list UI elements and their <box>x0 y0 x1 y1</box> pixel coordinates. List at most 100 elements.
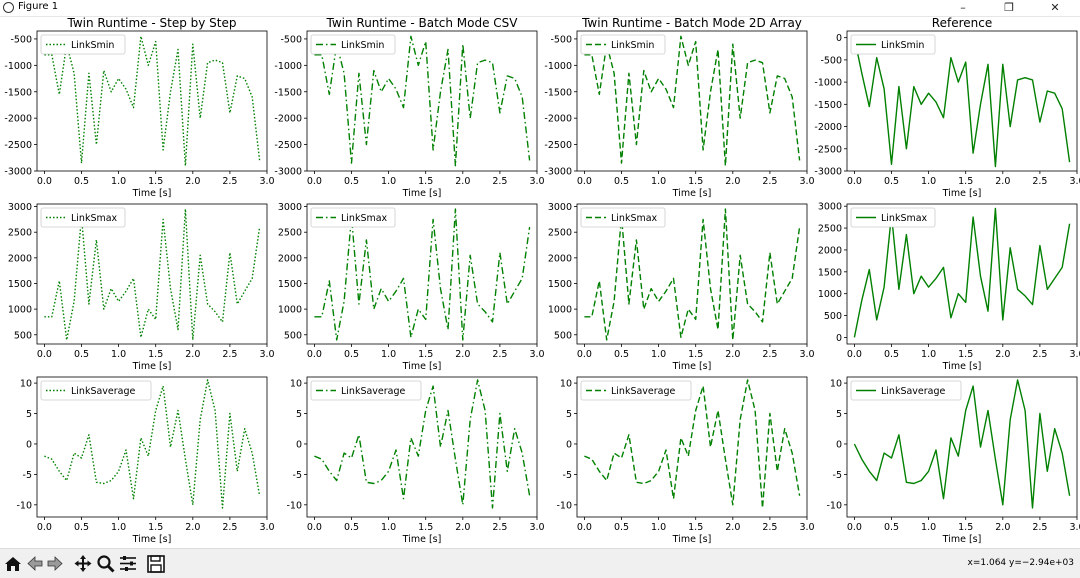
legend-label: LinkSmin <box>881 40 924 51</box>
legend-label: LinkSmin <box>611 40 654 51</box>
y-tick-label: -500 <box>820 55 842 66</box>
x-tick-label: 0.5 <box>884 349 899 360</box>
x-tick-label: 1.0 <box>921 522 936 533</box>
pan-icon[interactable] <box>72 553 94 574</box>
x-tick-label: 3.0 <box>799 522 814 533</box>
legend-box <box>40 34 126 55</box>
y-tick-label: 1000 <box>818 289 842 300</box>
y-tick-label: -1500 <box>274 87 302 98</box>
cursor-coordinates: x=1.064 y=−2.94e+03 <box>967 558 1074 568</box>
x-tick-label: 0.5 <box>884 522 899 533</box>
x-tick-label: 2.0 <box>455 522 470 533</box>
legend-label: LinkSmax <box>881 213 928 224</box>
legend-box <box>580 34 666 55</box>
x-tick-label: 1.0 <box>381 176 396 187</box>
forward-icon[interactable] <box>44 553 66 574</box>
x-tick-label: 1.0 <box>381 522 396 533</box>
y-tick-label: 2500 <box>548 228 572 239</box>
close-icon[interactable]: ✕ <box>1050 1 1060 14</box>
legend: LinkSaverage <box>310 380 422 401</box>
y-tick-label: -1000 <box>274 61 302 72</box>
x-tick-label: 0.0 <box>847 522 862 533</box>
x-tick-label: 2.0 <box>725 176 740 187</box>
y-tick-label: 0 <box>26 439 32 450</box>
legend-label: LinkSmax <box>71 213 118 224</box>
axes-frame <box>576 376 808 518</box>
x-axis-label: Time [s] <box>672 534 712 545</box>
y-tick-label: -5 <box>833 470 842 481</box>
zoom-icon[interactable] <box>95 553 117 574</box>
y-tick-label: 10 <box>290 379 302 390</box>
y-tick-label: -5 <box>293 470 302 481</box>
legend-label: LinkSaverage <box>611 386 676 397</box>
axes-frame <box>576 30 808 172</box>
legend-box <box>850 380 962 401</box>
x-axis-label: Time [s] <box>942 534 982 545</box>
axes-frame <box>846 376 1078 518</box>
x-tick-label: 2.0 <box>725 349 740 360</box>
x-tick-label: 1.5 <box>418 522 433 533</box>
axes-frame <box>306 203 538 345</box>
minimize-icon[interactable]: – <box>960 1 966 14</box>
series-line <box>314 35 531 167</box>
x-tick-label: 0.5 <box>614 176 629 187</box>
y-tick-label: 1500 <box>818 267 842 278</box>
x-tick-label: 0.0 <box>307 176 322 187</box>
legend: LinkSmax <box>580 207 666 228</box>
y-tick-label: 2500 <box>818 224 842 235</box>
x-tick-label: 3.0 <box>1069 522 1080 533</box>
y-tick-label: 2500 <box>8 228 32 239</box>
x-tick-label: 2.5 <box>492 522 507 533</box>
axes-frame <box>36 203 268 345</box>
x-axis-label: Time [s] <box>942 361 982 372</box>
back-icon[interactable] <box>24 553 46 574</box>
y-tick-label: -2000 <box>4 114 32 125</box>
title-bar: Figure 1 – ❐ ✕ <box>0 0 1080 17</box>
x-tick-label: 3.0 <box>259 349 274 360</box>
y-tick-label: 10 <box>830 379 842 390</box>
home-icon[interactable] <box>2 553 24 574</box>
y-tick-label: 0 <box>296 439 302 450</box>
x-tick-label: 1.5 <box>958 176 973 187</box>
x-axis-label: Time [s] <box>132 188 172 199</box>
x-tick-label: 0.0 <box>577 522 592 533</box>
x-tick-label: 1.5 <box>688 176 703 187</box>
x-tick-label: 1.0 <box>651 349 666 360</box>
x-tick-label: 1.0 <box>381 349 396 360</box>
y-tick-label: -2000 <box>814 122 842 133</box>
subplot-6: 0.0 0.5 1.0 1.5 2.0 2.5 3.0 500 1000 1500 2000 2500… <box>278 202 545 372</box>
legend-label: LinkSaverage <box>341 386 406 397</box>
x-tick-label: 2.5 <box>492 176 507 187</box>
x-tick-label: 2.5 <box>1032 522 1047 533</box>
y-tick-label: -1500 <box>814 100 842 111</box>
y-tick-label: 2000 <box>8 253 32 264</box>
x-tick-label: 3.0 <box>529 176 544 187</box>
legend: LinkSmin <box>850 34 936 55</box>
y-tick-label: 500 <box>824 311 842 322</box>
matplotlib-icon <box>3 2 14 13</box>
x-axis-label: Time [s] <box>672 188 712 199</box>
x-tick-label: 0.5 <box>344 522 359 533</box>
legend: LinkSmax <box>310 207 396 228</box>
axes-frame <box>846 203 1078 345</box>
series-line <box>584 379 801 509</box>
y-tick-label: -500 <box>550 34 572 45</box>
x-tick-label: 2.0 <box>995 349 1010 360</box>
y-tick-label: 1500 <box>548 279 572 290</box>
x-tick-label: 2.5 <box>222 522 237 533</box>
series-line <box>44 379 261 509</box>
window-title: Figure 1 <box>18 1 59 12</box>
legend: LinkSmin <box>310 34 396 55</box>
y-tick-label: 2000 <box>818 245 842 256</box>
x-tick-label: 0.0 <box>37 349 52 360</box>
x-tick-label: 2.0 <box>455 176 470 187</box>
y-tick-label: 1500 <box>278 279 302 290</box>
configure-subplots-icon[interactable] <box>117 553 139 574</box>
x-tick-label: 2.0 <box>995 176 1010 187</box>
maximize-icon[interactable]: ❐ <box>1004 1 1014 14</box>
x-tick-label: 3.0 <box>259 522 274 533</box>
x-tick-label: 2.0 <box>185 349 200 360</box>
figure-canvas[interactable]: Twin Runtime - Step by Step 0.0 0.5 1.0 1.5 2… <box>0 16 1080 548</box>
save-icon[interactable] <box>145 553 167 574</box>
subplot-11: 0.0 0.5 1.0 1.5 2.0 2.5 3.0 10 5 0 -5 -10 Time [s] Li… <box>556 376 815 545</box>
